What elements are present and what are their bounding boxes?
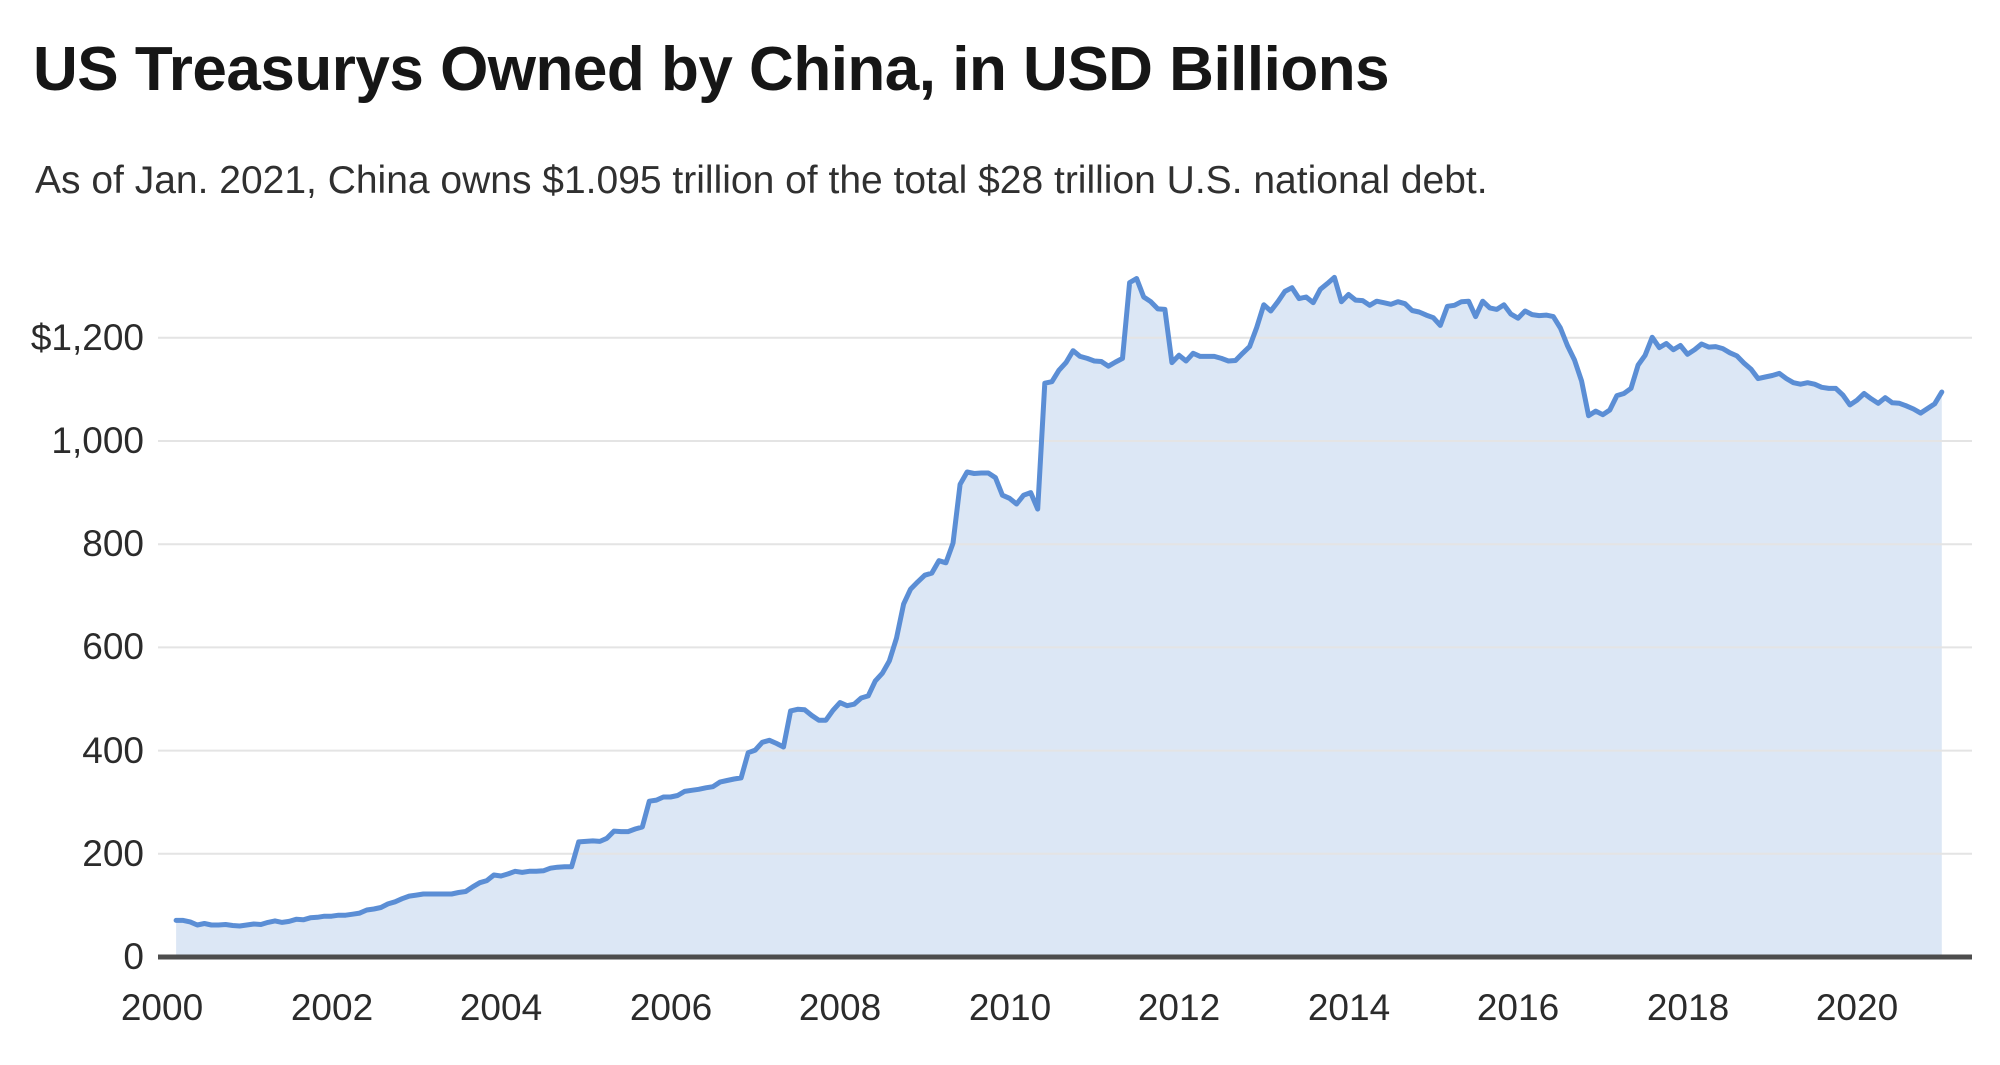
x-tick-label: 2006 xyxy=(629,987,713,1028)
x-tick-label: 2012 xyxy=(1137,987,1221,1028)
data-line xyxy=(173,274,1945,929)
y-tick-label: 800 xyxy=(82,523,144,564)
x-tick-label: 2016 xyxy=(1476,987,1560,1028)
area-fill xyxy=(176,277,1942,957)
x-tick-label: 2000 xyxy=(120,987,204,1028)
x-tick-label: 2010 xyxy=(968,987,1052,1028)
chart-subtitle: As of Jan. 2021, China owns $1.095 trill… xyxy=(35,159,1488,202)
y-tick-label: 200 xyxy=(82,833,144,874)
x-tick-label: 2014 xyxy=(1307,987,1391,1028)
y-tick-label: 1,000 xyxy=(51,420,144,461)
y-tick-label: $1,200 xyxy=(30,317,144,358)
x-tick-label: 2020 xyxy=(1815,987,1899,1028)
x-tick-label: 2008 xyxy=(798,987,882,1028)
x-tick-label: 2004 xyxy=(459,987,543,1028)
chart-title: US Treasurys Owned by China, in USD Bill… xyxy=(33,35,1390,104)
x-tick-label: 2002 xyxy=(290,987,374,1028)
x-tick-label: 2018 xyxy=(1646,987,1730,1028)
y-tick-label: 400 xyxy=(82,730,144,771)
y-tick-label: 600 xyxy=(82,626,144,667)
y-tick-label: 0 xyxy=(123,936,144,977)
